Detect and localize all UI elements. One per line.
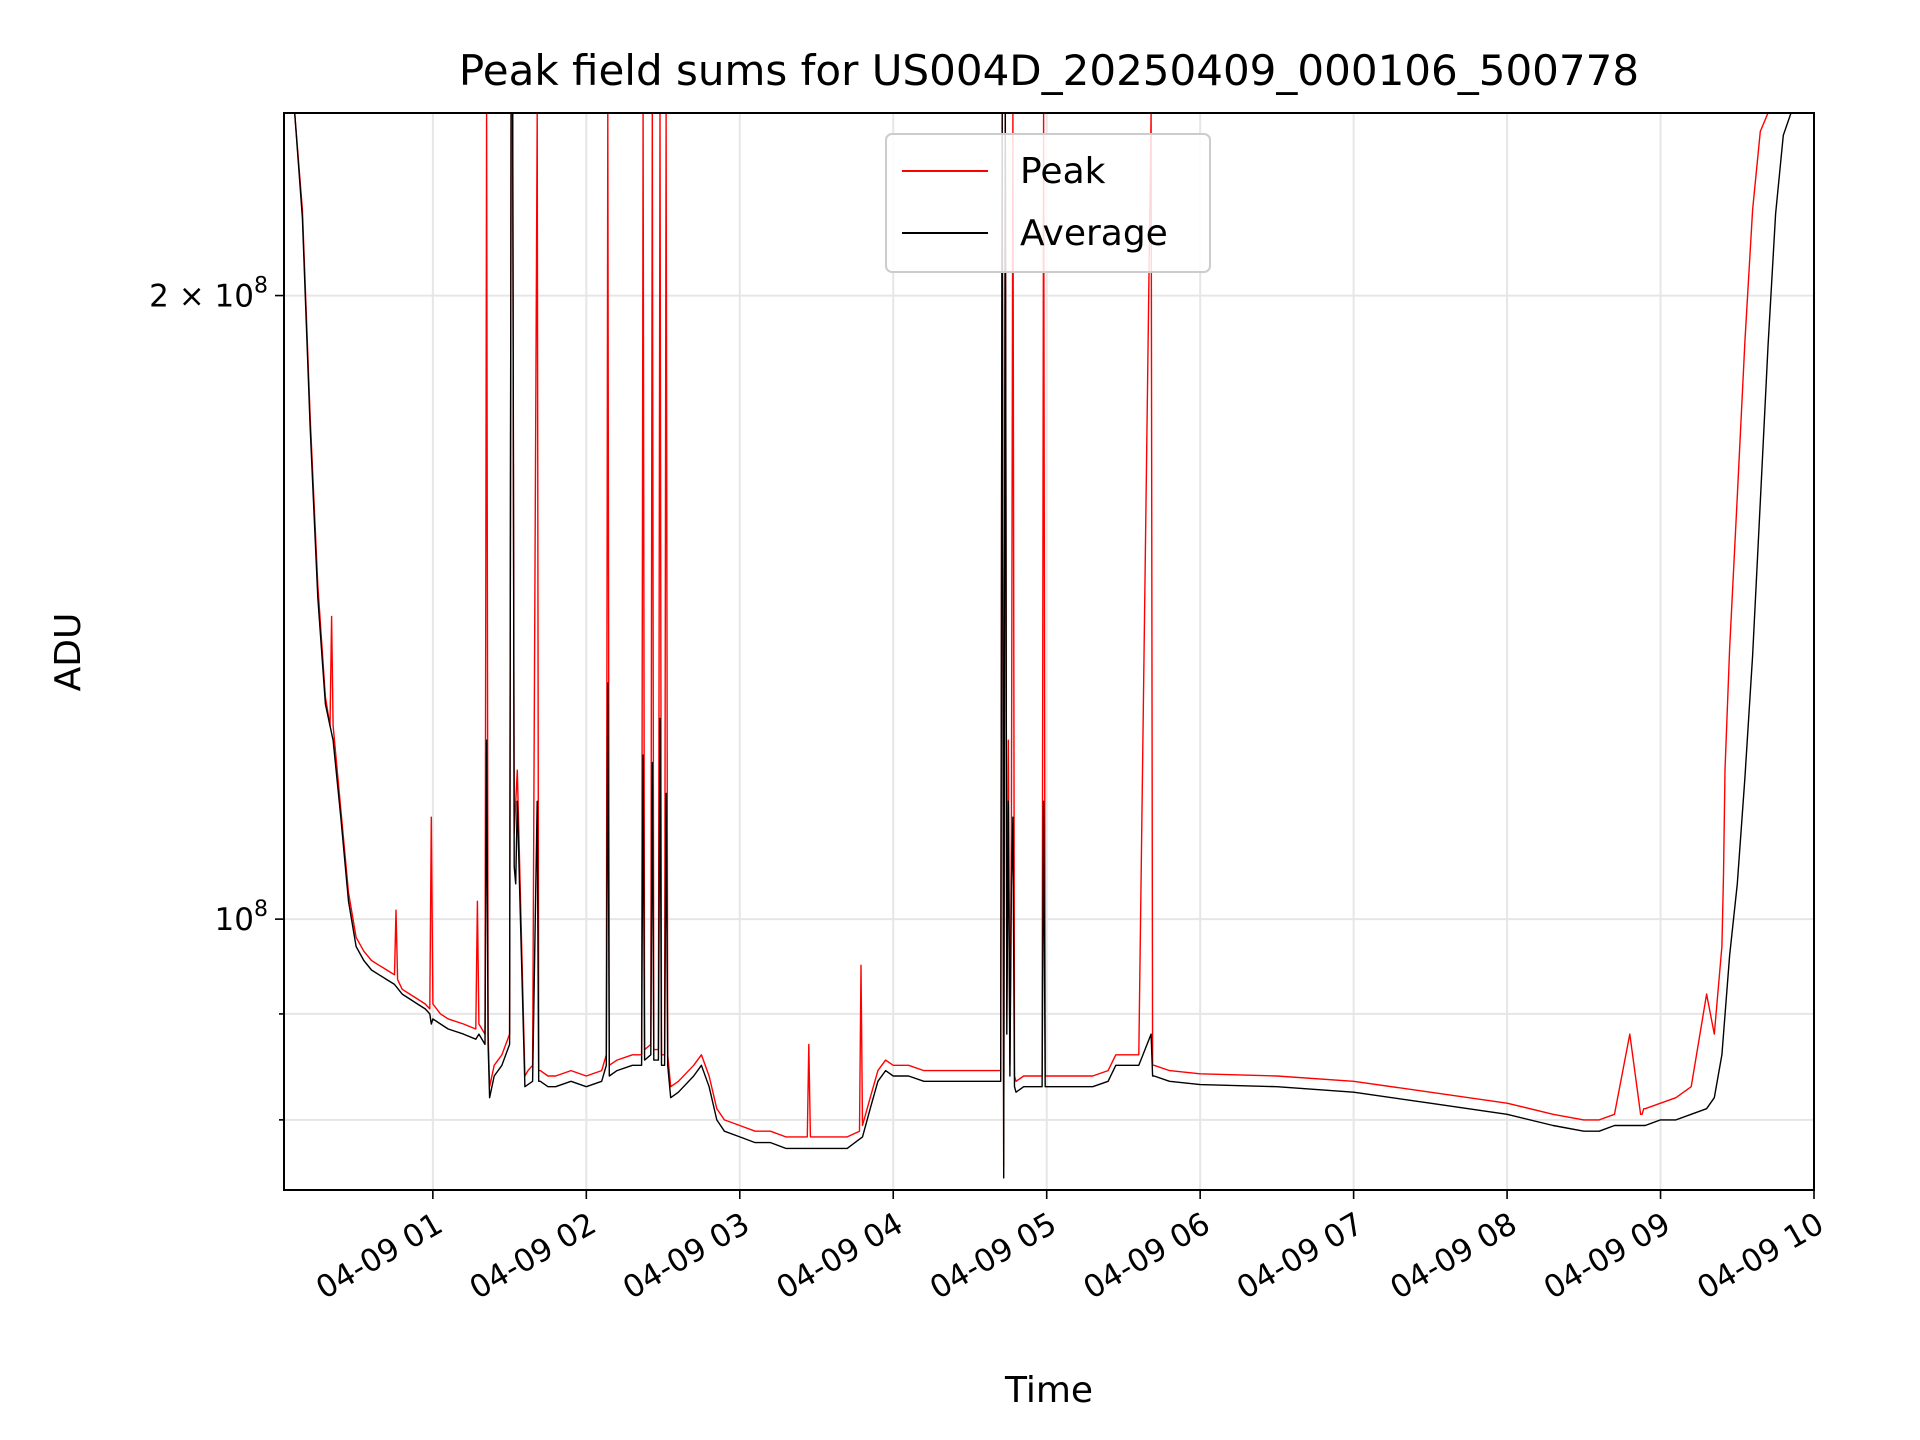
series-layer: [284, 113, 1814, 1179]
legend-label-peak: Peak: [1020, 151, 1106, 192]
series-line-peak: [284, 113, 1784, 1167]
y-tick-label: 2 × 108: [149, 274, 268, 315]
plot-frame: [283, 112, 1815, 1191]
chart-title: Peak field sums for US004D_20250409_0001…: [459, 46, 1639, 95]
series-line-average: [284, 113, 1814, 1179]
legend: Peak Average: [885, 133, 1211, 273]
y-axis-ticks: 108 2 × 108: [149, 274, 284, 1121]
y-tick-label: 108: [215, 897, 268, 938]
x-axis-label: Time: [1004, 1370, 1093, 1411]
y-axis-label: ADU: [48, 613, 89, 692]
legend-label-average: Average: [1020, 213, 1168, 254]
legend-box: [885, 133, 1211, 273]
